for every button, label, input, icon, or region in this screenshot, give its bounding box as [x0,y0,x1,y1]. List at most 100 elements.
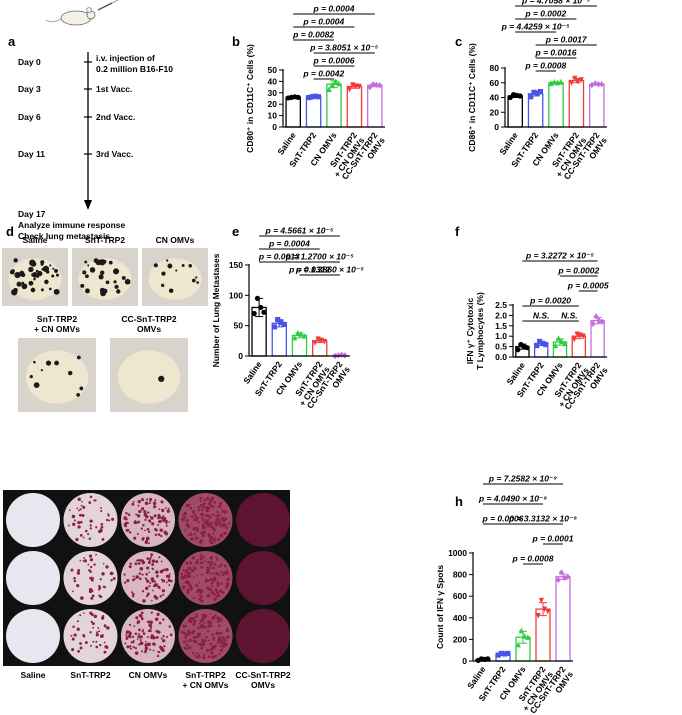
spot [217,619,220,622]
spot [146,579,150,583]
spot [95,553,97,556]
spot [148,560,151,563]
spot [197,588,201,592]
spot [207,624,211,629]
spot [201,561,204,564]
spot [216,641,220,644]
spot [212,636,216,640]
spot [125,528,129,532]
y-axis-title-line: IFN γ⁺ Cytotoxic [465,298,475,365]
event-text: 3rd Vacc. [96,149,133,159]
spot [138,509,142,514]
spot [100,507,102,509]
spot [163,517,166,519]
data-point [525,634,531,640]
plate-label: SnT-TRP2 [70,670,110,680]
panel-letter: f [455,224,460,239]
spot [135,513,138,516]
spot [225,526,229,530]
spot [79,520,83,524]
data-point [599,318,605,325]
metastasis [114,284,119,289]
metastasis [54,268,58,273]
spot [155,560,159,564]
metastasis [13,258,18,263]
data-point [555,335,562,341]
well [6,551,60,605]
spot [128,630,131,633]
spot [165,524,168,527]
spot [96,631,99,634]
spot [192,639,196,643]
event-text: i.v. injection of 0.2 million B16-F10 [96,53,173,74]
y-tick-label: 50 [234,321,244,331]
metastasis [87,264,90,267]
spot [203,614,208,618]
spot [189,506,193,510]
spot [193,565,195,567]
spot [168,572,171,575]
spot [144,586,149,591]
spot [156,612,160,616]
spot [151,599,153,602]
metastasis [116,289,121,294]
spot [208,516,212,520]
spot [206,513,210,518]
y-tick-label: 0 [462,656,467,666]
spot [202,653,206,656]
data-point [312,93,318,99]
spot [183,515,186,519]
spot [161,589,166,593]
spot [75,537,79,542]
spot [200,565,204,569]
spot [79,508,82,511]
spot [216,510,219,514]
spot [89,631,92,634]
spot [73,633,77,637]
spot [205,578,207,580]
data-point [342,352,348,359]
data-point [370,81,376,88]
spot [203,502,206,505]
plate-label: CC-SnT-TRP2 OMVs [235,670,291,690]
spot [209,648,213,652]
spot [137,562,141,565]
metastasis [98,274,104,280]
spot [141,562,144,565]
y-tick-label: 600 [453,591,467,601]
spot [200,573,203,576]
spot [209,500,212,503]
spot [200,512,204,516]
metastasis [37,270,43,277]
spot [89,570,92,574]
spot [101,526,104,529]
metastasis [100,270,105,275]
metastasis [55,273,59,277]
significance-label: p = 0.0020 [529,296,571,306]
y-tick-label: 800 [453,570,467,580]
spot [67,524,70,527]
data-point [306,94,312,101]
spot [147,530,151,534]
data-point [309,94,315,100]
spot [70,634,73,637]
significance-label: p = 0.0008 [512,554,554,564]
spot [68,509,71,512]
spot [212,532,215,535]
y-tick-label: 100 [229,290,243,300]
spot [160,500,164,504]
spot [83,559,87,563]
spot [146,635,149,638]
spot [89,519,93,523]
metastasis [67,370,73,376]
spot [161,639,166,643]
data-point [590,320,596,327]
spot [146,642,149,645]
spot [161,649,165,652]
spot [205,636,208,639]
spot [92,640,95,643]
data-point [251,310,257,317]
spot [162,515,165,518]
spot [149,648,152,651]
data-point [515,641,521,648]
